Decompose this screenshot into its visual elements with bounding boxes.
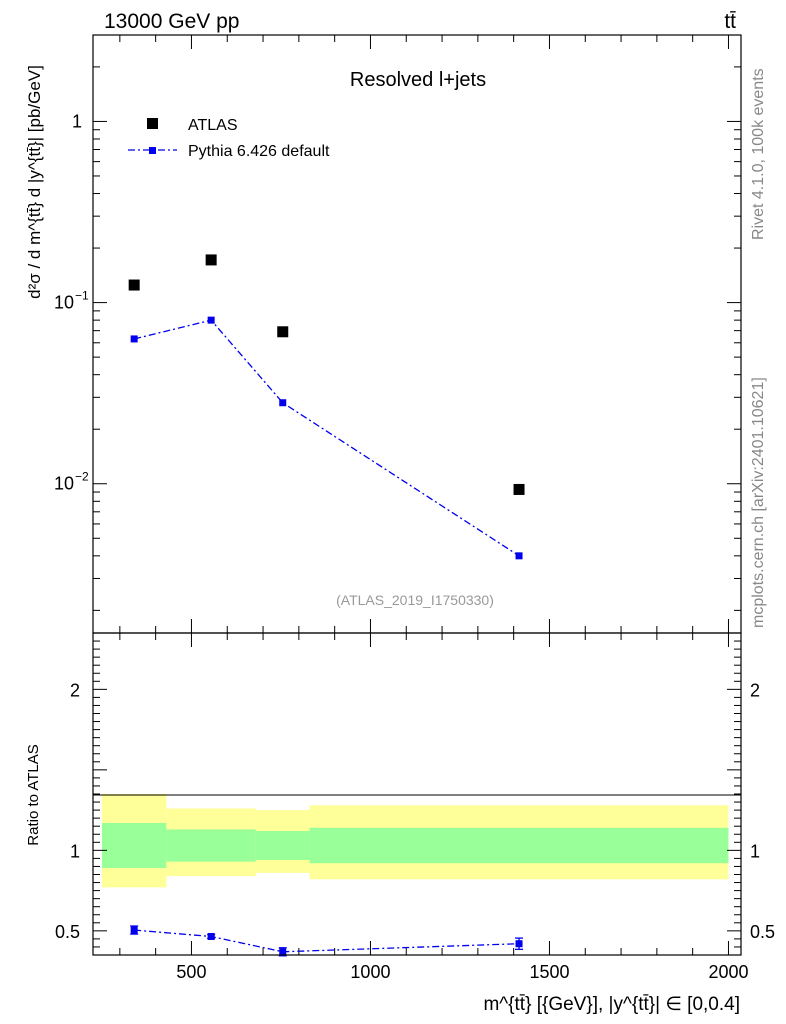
- ratio-point: [515, 940, 523, 948]
- x-tick-label: 1000: [350, 962, 390, 982]
- main-axis-ticks: [93, 34, 741, 633]
- ratio-y-tick-label-right: 2: [750, 680, 760, 700]
- ratio-uncertainty-bands: [101, 794, 729, 888]
- mc-point: [207, 316, 215, 324]
- legend-mc-marker: [149, 147, 156, 154]
- mcplots-label: mcplots.cern.ch [arXiv:2401.10621]: [750, 377, 767, 628]
- rivet-label: Rivet 4.1.0, 100k events: [750, 68, 767, 240]
- ratio-y-label: Ratio to ATLAS: [25, 744, 42, 845]
- main-panel: 110−110−2 Resolved l+jets (ATLAS_2019_I1…: [25, 34, 742, 634]
- legend-data-marker: [147, 118, 158, 129]
- x-axis-label: m^{tt̄} [{GeV}], |y^{tt̄}| ∈ [0,0.4]: [483, 994, 740, 1015]
- data-point: [205, 254, 217, 266]
- ratio-axis-ticks: [93, 632, 741, 955]
- mc-series: [130, 316, 523, 560]
- collision-label: 13000 GeV pp: [104, 10, 239, 33]
- y-tick-exponent: −1: [75, 289, 89, 303]
- ratio-y-tick-label: 1: [70, 841, 80, 861]
- ratio-y-tick-label-right: 1: [750, 841, 760, 861]
- chart-title: Resolved l+jets: [350, 69, 486, 91]
- x-tick-label: 2000: [708, 962, 748, 982]
- ratio-y-tick-label: 2: [70, 680, 80, 700]
- mc-line: [134, 319, 520, 557]
- ratio-y-tick-labels: 0.5 0.5 1 1 2 2: [55, 680, 775, 942]
- x-tick-label: 500: [176, 962, 206, 982]
- mc-point: [130, 335, 138, 343]
- analysis-tag: (ATLAS_2019_I1750330): [336, 592, 494, 608]
- ratio-point: [207, 932, 215, 940]
- legend-mc-label: Pythia 6.426 default: [188, 143, 330, 160]
- data-series: [128, 254, 525, 495]
- x-tick-labels: 500 1000 1500 2000: [176, 962, 748, 982]
- y-tick-label: 10: [54, 474, 74, 494]
- ratio-y-tick-label-right: 0.5: [750, 922, 775, 942]
- mc-point: [279, 399, 287, 407]
- data-point: [128, 279, 140, 291]
- y-tick-exponent: −2: [75, 470, 89, 484]
- inner-band: [255, 831, 310, 861]
- ratio-series: [130, 925, 524, 957]
- y-axis-label: d²σ / d m^{tt̄} d |y^{tt̄}| [pb/GeV]: [25, 65, 44, 299]
- ratio-y-tick-label: 0.5: [55, 922, 80, 942]
- legend-data-label: ATLAS: [188, 117, 238, 134]
- data-point: [277, 326, 289, 338]
- ratio-frame: [92, 632, 742, 956]
- x-tick-label: 1500: [529, 962, 569, 982]
- inner-band: [309, 827, 729, 864]
- ratio-point: [279, 948, 287, 956]
- y-tick-label: 10: [54, 293, 74, 313]
- main-y-tick-labels: 110−110−2: [54, 111, 89, 493]
- inner-band: [166, 829, 256, 862]
- y-tick-label: 1: [72, 111, 82, 131]
- process-label: tt̄: [724, 10, 736, 33]
- data-point: [513, 483, 525, 495]
- mc-point: [515, 552, 523, 560]
- legend: ATLAS Pythia 6.426 default: [128, 117, 330, 160]
- inner-band: [101, 822, 167, 869]
- ratio-panel: 0.5 0.5 1 1 2 2 500 1000 1500 2000 Ratio to ATLA…: [25, 632, 775, 1015]
- ratio-point: [130, 926, 138, 934]
